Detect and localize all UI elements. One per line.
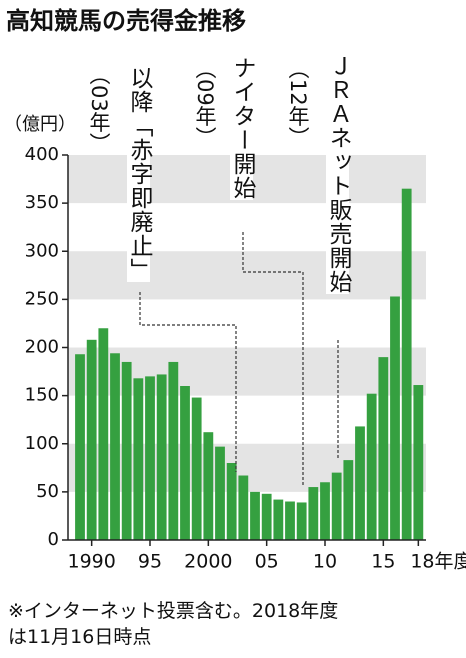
- annotation-leaders: [139, 232, 339, 485]
- annotation-note: （12年）: [286, 58, 310, 148]
- bar: [191, 397, 202, 540]
- annotation: ナイター開始: [229, 56, 255, 200]
- x-tick-label: 15: [371, 551, 395, 573]
- y-tick-label: 300: [25, 240, 59, 261]
- bar: [413, 385, 424, 540]
- bar: [378, 357, 389, 540]
- x-tick-label: 95: [138, 551, 162, 573]
- annotation-note: （09年）: [193, 58, 217, 148]
- y-tick-label: 100: [25, 433, 59, 454]
- bar: [343, 460, 354, 540]
- bar: [98, 328, 109, 540]
- annotation-note: （03年）: [87, 64, 111, 154]
- x-tick-label: 2000: [184, 551, 232, 573]
- bar: [121, 361, 132, 540]
- bar: [110, 353, 120, 540]
- bar: [215, 446, 225, 540]
- bar: [261, 493, 272, 540]
- bar: [331, 472, 342, 540]
- y-tick-label: 200: [25, 337, 59, 358]
- leader-line: [242, 232, 304, 485]
- y-tick-label: 50: [36, 481, 59, 502]
- y-tick-label: 350: [25, 192, 59, 213]
- y-tick-label: 250: [25, 288, 59, 309]
- bar: [366, 393, 377, 540]
- bar: [308, 487, 319, 540]
- bar: [355, 426, 365, 540]
- bar: [180, 386, 190, 540]
- x-tick-label: 05: [255, 551, 279, 573]
- bar: [226, 463, 237, 540]
- bar: [86, 339, 97, 540]
- y-tick-label: 150: [25, 385, 59, 406]
- bar: [401, 188, 412, 540]
- footnote: は11月16日時点: [8, 626, 152, 648]
- bar: [273, 499, 284, 540]
- bar: [133, 378, 144, 540]
- chart-title: 高知競馬の売得金推移: [6, 7, 246, 35]
- x-tick-label: 18年度: [410, 551, 466, 573]
- bar: [168, 361, 179, 540]
- bar: [250, 491, 260, 540]
- leader-line: [139, 292, 237, 472]
- grid-band: [68, 251, 426, 300]
- footnote: ※インターネット投票含む。2018年度: [8, 600, 339, 622]
- bar: [238, 475, 249, 540]
- y-tick-label: 0: [48, 529, 59, 550]
- x-tick-label: 10: [313, 551, 337, 573]
- x-tick-label: 1990: [67, 551, 115, 573]
- bar: [296, 502, 307, 540]
- bar: [390, 296, 400, 540]
- bar: [145, 376, 155, 540]
- annotation: 以降「赤字即廃止」: [126, 66, 152, 282]
- grid-band: [68, 347, 426, 396]
- bar: [75, 354, 85, 540]
- annotation: ＪＲＡネット販売開始: [325, 54, 351, 294]
- y-tick-label: 400: [25, 144, 59, 165]
- bar: [320, 482, 330, 540]
- bar: [203, 432, 214, 540]
- bar: [156, 374, 167, 540]
- bar: [285, 501, 295, 540]
- y-axis-label: （億円）: [4, 114, 76, 135]
